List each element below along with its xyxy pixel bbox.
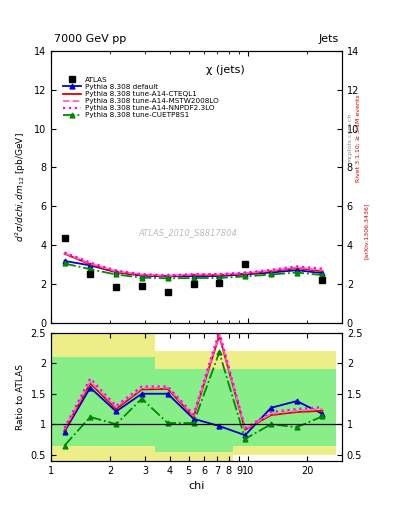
Legend: ATLAS, Pythia 8.308 default, Pythia 8.308 tune-A14-CTEQL1, Pythia 8.308 tune-A14: ATLAS, Pythia 8.308 default, Pythia 8.30… <box>61 74 222 121</box>
Y-axis label: $d^2\sigma/dchi,dm_{12}$ [pb/GeV]: $d^2\sigma/dchi,dm_{12}$ [pb/GeV] <box>14 132 28 242</box>
X-axis label: chi: chi <box>188 481 205 491</box>
Text: χ (jets): χ (jets) <box>206 65 245 75</box>
Text: Rivet 3.1.10; ≥ 3.1M events: Rivet 3.1.10; ≥ 3.1M events <box>356 94 361 182</box>
Y-axis label: Ratio to ATLAS: Ratio to ATLAS <box>16 364 25 430</box>
Text: Jets: Jets <box>319 34 339 45</box>
Text: 7000 GeV pp: 7000 GeV pp <box>54 34 126 45</box>
Text: [arXiv:1306.3436]: [arXiv:1306.3436] <box>364 202 369 259</box>
Text: ATLAS_2010_S8817804: ATLAS_2010_S8817804 <box>138 228 237 238</box>
Text: mcplots.cern.ch: mcplots.cern.ch <box>348 113 353 163</box>
